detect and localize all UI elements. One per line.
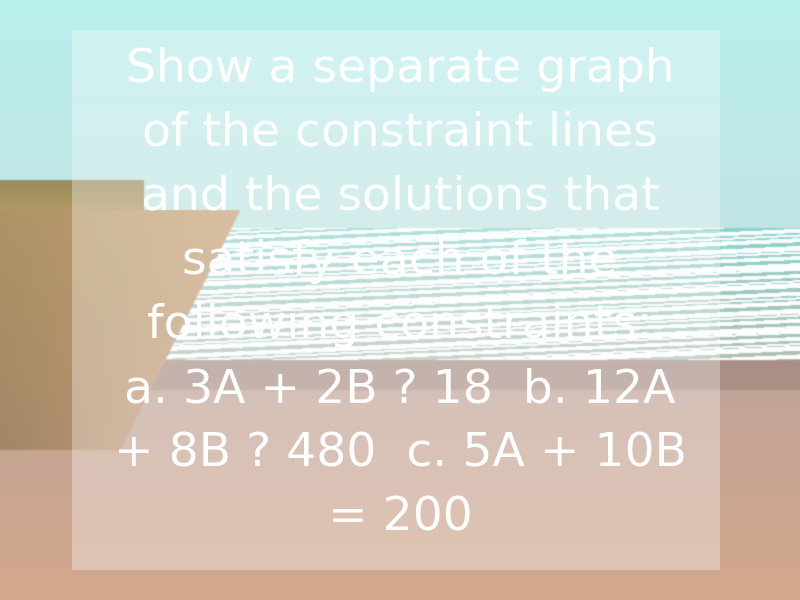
Text: of the constraint lines: of the constraint lines bbox=[142, 110, 658, 155]
Text: and the solutions that: and the solutions that bbox=[141, 175, 659, 220]
Text: = 200: = 200 bbox=[328, 496, 472, 541]
Text: Show a separate graph: Show a separate graph bbox=[126, 46, 674, 91]
Text: a. 3A + 2B ? 18  b. 12A: a. 3A + 2B ? 18 b. 12A bbox=[124, 367, 676, 413]
Text: + 8B ? 480  c. 5A + 10B: + 8B ? 480 c. 5A + 10B bbox=[114, 432, 686, 476]
FancyBboxPatch shape bbox=[72, 30, 720, 570]
Text: following constraints:: following constraints: bbox=[147, 304, 653, 348]
Text: satisfy each of the: satisfy each of the bbox=[182, 239, 618, 284]
